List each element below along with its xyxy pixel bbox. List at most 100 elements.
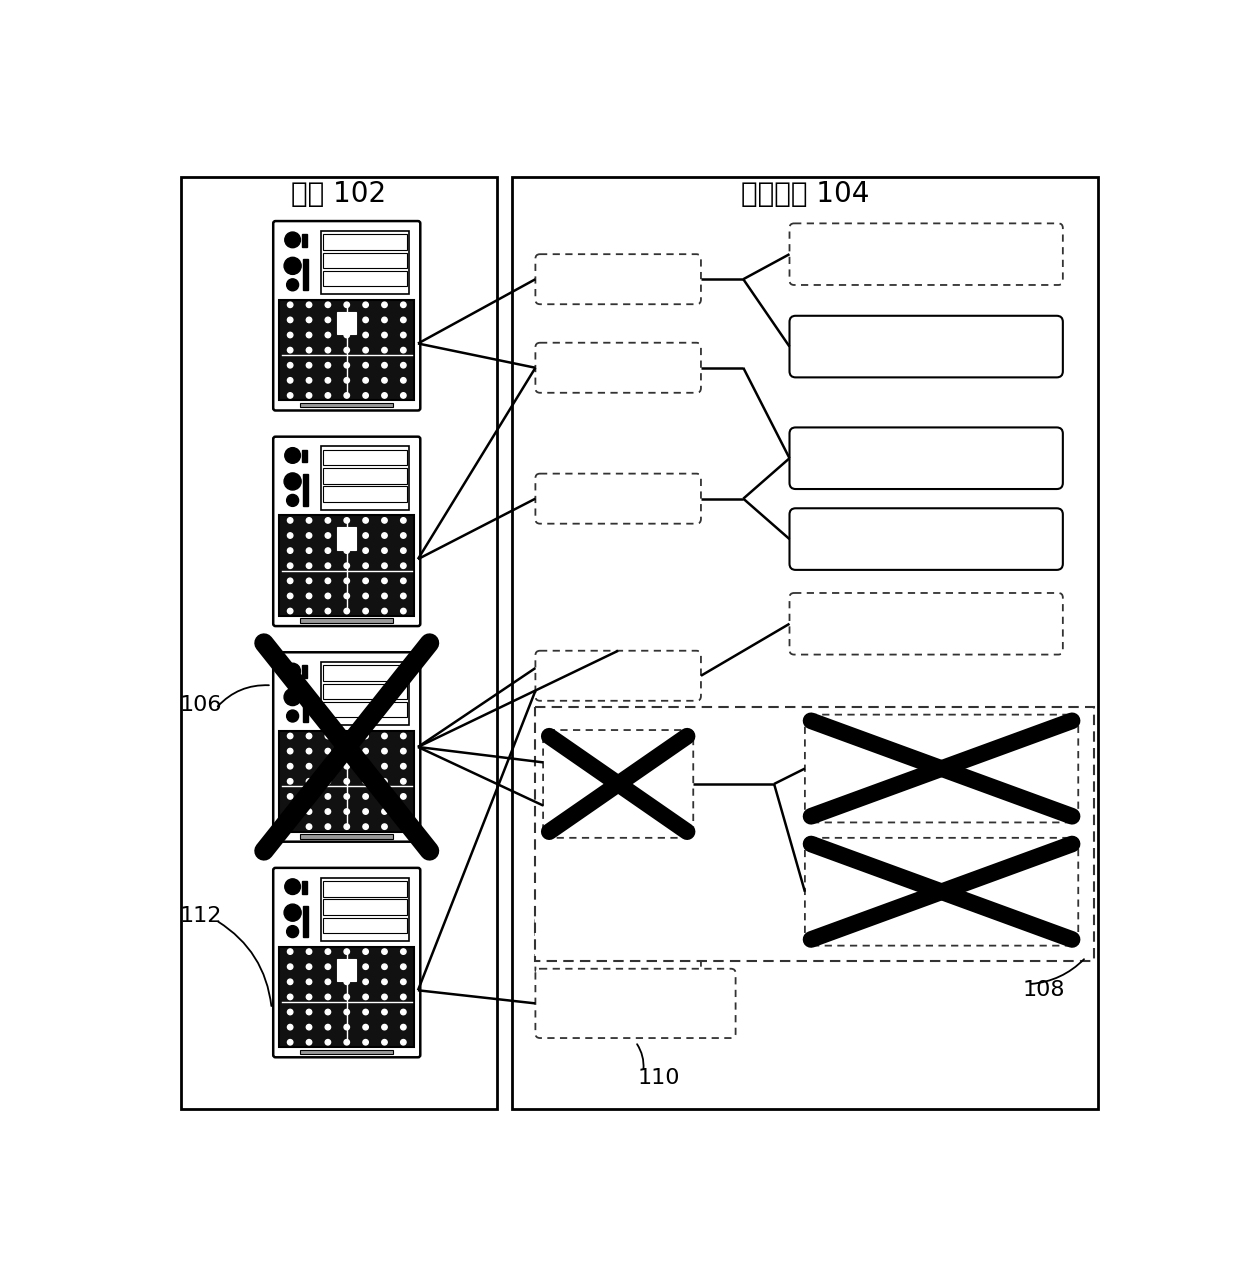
Circle shape [382, 964, 387, 969]
FancyBboxPatch shape [805, 838, 1079, 945]
Circle shape [343, 609, 350, 614]
Circle shape [288, 778, 293, 785]
FancyBboxPatch shape [536, 917, 701, 975]
Bar [337, 959, 356, 981]
Bar [303, 474, 308, 506]
Circle shape [382, 578, 387, 583]
Circle shape [288, 733, 293, 738]
Circle shape [401, 362, 405, 369]
Bar [324, 702, 407, 718]
Circle shape [343, 1009, 350, 1014]
Circle shape [288, 980, 293, 985]
Circle shape [343, 377, 350, 383]
Circle shape [401, 1040, 405, 1045]
Circle shape [363, 1040, 368, 1045]
FancyArrowPatch shape [1030, 959, 1084, 984]
Circle shape [325, 362, 331, 369]
Bar [303, 234, 308, 247]
Circle shape [382, 562, 387, 569]
Bar [324, 253, 407, 268]
Bar [181, 177, 497, 1109]
Circle shape [343, 348, 350, 353]
FancyBboxPatch shape [536, 651, 701, 701]
Circle shape [325, 533, 331, 538]
FancyBboxPatch shape [790, 428, 1063, 489]
Circle shape [306, 609, 311, 614]
Circle shape [325, 778, 331, 785]
FancyBboxPatch shape [536, 968, 735, 1037]
Circle shape [401, 733, 405, 738]
Circle shape [306, 302, 311, 308]
Circle shape [363, 333, 368, 338]
Text: 设备 102: 设备 102 [291, 180, 387, 208]
Circle shape [288, 333, 293, 338]
Circle shape [343, 548, 350, 553]
Bar [512, 177, 1097, 1109]
Circle shape [288, 809, 293, 814]
Circle shape [284, 257, 301, 275]
Circle shape [306, 1025, 311, 1030]
Circle shape [401, 562, 405, 569]
Text: 112: 112 [180, 907, 222, 926]
Bar [303, 690, 308, 722]
Bar [324, 449, 407, 465]
Circle shape [325, 824, 331, 829]
Circle shape [401, 964, 405, 969]
Circle shape [306, 533, 311, 538]
Text: 应用程序 104: 应用程序 104 [740, 180, 869, 208]
Circle shape [343, 1040, 350, 1045]
Circle shape [306, 548, 311, 553]
Circle shape [285, 448, 300, 464]
Circle shape [288, 609, 293, 614]
Circle shape [306, 824, 311, 829]
Circle shape [288, 362, 293, 369]
Circle shape [306, 749, 311, 754]
Circle shape [343, 949, 350, 954]
Circle shape [363, 1009, 368, 1014]
Circle shape [306, 377, 311, 383]
Bar [303, 259, 308, 290]
Circle shape [401, 749, 405, 754]
Circle shape [382, 348, 387, 353]
Circle shape [363, 578, 368, 583]
FancyBboxPatch shape [273, 437, 420, 627]
Circle shape [306, 994, 311, 1000]
Circle shape [382, 949, 387, 954]
Circle shape [343, 809, 350, 814]
Circle shape [288, 562, 293, 569]
FancyBboxPatch shape [805, 715, 1079, 823]
Circle shape [401, 609, 405, 614]
Circle shape [363, 533, 368, 538]
Circle shape [363, 949, 368, 954]
Circle shape [306, 964, 311, 969]
Circle shape [306, 517, 311, 523]
Circle shape [363, 317, 368, 322]
Bar [324, 899, 407, 914]
Circle shape [288, 317, 293, 322]
Bar [321, 447, 409, 510]
Bar [324, 469, 407, 484]
FancyArrowPatch shape [218, 686, 269, 706]
Circle shape [306, 593, 311, 598]
Circle shape [382, 749, 387, 754]
Circle shape [382, 764, 387, 769]
Bar [300, 403, 393, 407]
Circle shape [325, 593, 331, 598]
Circle shape [325, 994, 331, 1000]
Circle shape [363, 302, 368, 308]
Text: 110: 110 [637, 1068, 680, 1088]
Circle shape [325, 733, 331, 738]
Circle shape [325, 377, 331, 383]
Circle shape [363, 824, 368, 829]
Circle shape [343, 794, 350, 799]
Circle shape [382, 1040, 387, 1045]
Circle shape [363, 348, 368, 353]
Bar [536, 707, 1094, 960]
Circle shape [306, 778, 311, 785]
Circle shape [363, 764, 368, 769]
Circle shape [401, 764, 405, 769]
Circle shape [401, 824, 405, 829]
Circle shape [363, 994, 368, 1000]
Circle shape [306, 1009, 311, 1014]
Circle shape [325, 949, 331, 954]
